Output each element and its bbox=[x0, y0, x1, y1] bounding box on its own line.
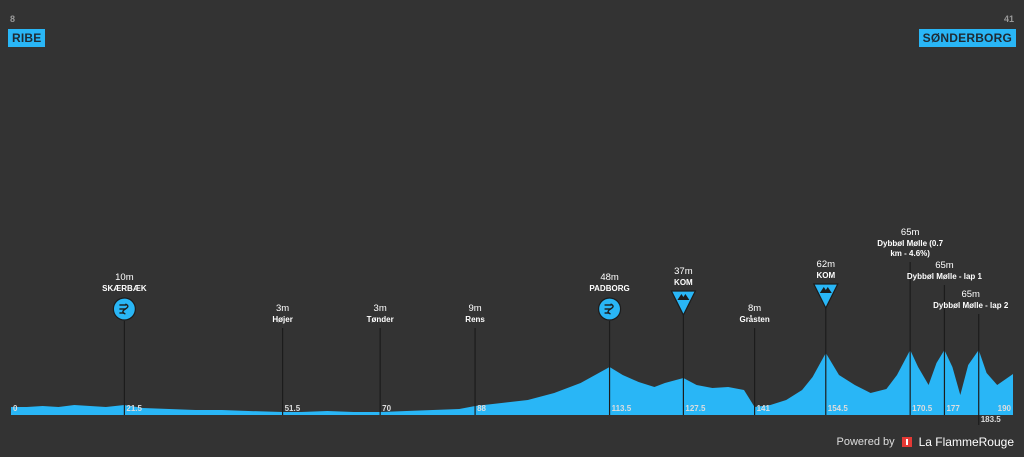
start-town-badge: RIBE bbox=[8, 29, 46, 47]
km-tick-label: 70 bbox=[382, 404, 391, 413]
point-altitude-label: 8m bbox=[748, 303, 761, 314]
km-tick-label: 183.5 bbox=[981, 415, 1002, 424]
point-name-label: Rens bbox=[465, 315, 485, 324]
finish-town-badge: SØNDERBORG bbox=[918, 29, 1016, 47]
km-tick-label: 127.5 bbox=[685, 404, 706, 413]
profile-area bbox=[11, 350, 1013, 415]
point-name-label: Højer bbox=[272, 315, 292, 324]
kom-icon bbox=[670, 290, 697, 317]
km-tick-label: 21.5 bbox=[126, 404, 142, 413]
km-tick-label: 170.5 bbox=[912, 404, 933, 413]
point-altitude-label: 65m bbox=[935, 260, 954, 271]
km-tick-label: 141 bbox=[757, 404, 771, 413]
point-altitude-label: 65m bbox=[961, 289, 980, 300]
point-name-label: KOM bbox=[674, 278, 693, 287]
point-altitude-label: 9m bbox=[468, 303, 481, 314]
km-tick-label: 113.5 bbox=[612, 404, 632, 413]
point-name-label: Gråsten bbox=[739, 315, 769, 324]
kom-icon bbox=[812, 283, 839, 310]
start-altitude: 8 bbox=[10, 14, 16, 24]
point-name-label: PADBORG bbox=[589, 284, 629, 293]
point-altitude-label: 10m bbox=[115, 272, 134, 283]
point-name-label: Dybbøl Mølle (0.7 bbox=[877, 239, 943, 248]
kom-icon-mountain bbox=[819, 287, 832, 293]
powered-by: Powered by La FlammeRouge bbox=[837, 435, 1014, 449]
point-altitude-label: 3m bbox=[374, 303, 387, 314]
point-name-label: SKÆRBÆK bbox=[102, 284, 147, 293]
km-tick-label: 51.5 bbox=[285, 404, 301, 413]
finish-altitude: 41 bbox=[1003, 14, 1014, 24]
sprint-icon-curve bbox=[122, 303, 129, 315]
point-altitude-label: 62m bbox=[817, 259, 836, 270]
km-tick-label: 177 bbox=[946, 404, 960, 413]
km-tick-label: 190 bbox=[998, 404, 1012, 413]
point-altitude-label: 65m bbox=[901, 227, 920, 238]
km-tick-label: 0 bbox=[13, 404, 18, 413]
point-name-label: Dybbøl Mølle - lap 1 bbox=[907, 272, 983, 281]
point-name-label: Tønder bbox=[367, 315, 394, 324]
flamme-rouge-logo-icon bbox=[901, 437, 912, 447]
km-tick-label: 154.5 bbox=[828, 404, 849, 413]
powered-label: Powered by bbox=[836, 436, 895, 448]
point-name-label: KOM bbox=[816, 271, 835, 280]
point-altitude-label: 37m bbox=[674, 266, 693, 277]
km-tick-label: 88 bbox=[477, 404, 486, 413]
brand-name: La FlammeRouge bbox=[918, 435, 1014, 449]
point-name-label: km - 4.6%) bbox=[890, 249, 930, 258]
point-name-label: Dybbøl Mølle - lap 2 bbox=[933, 301, 1009, 310]
point-altitude-label: 3m bbox=[276, 303, 289, 314]
sprint-icon-curve bbox=[607, 303, 614, 315]
point-altitude-label: 48m bbox=[600, 272, 619, 283]
kom-icon-mountain bbox=[677, 294, 690, 300]
